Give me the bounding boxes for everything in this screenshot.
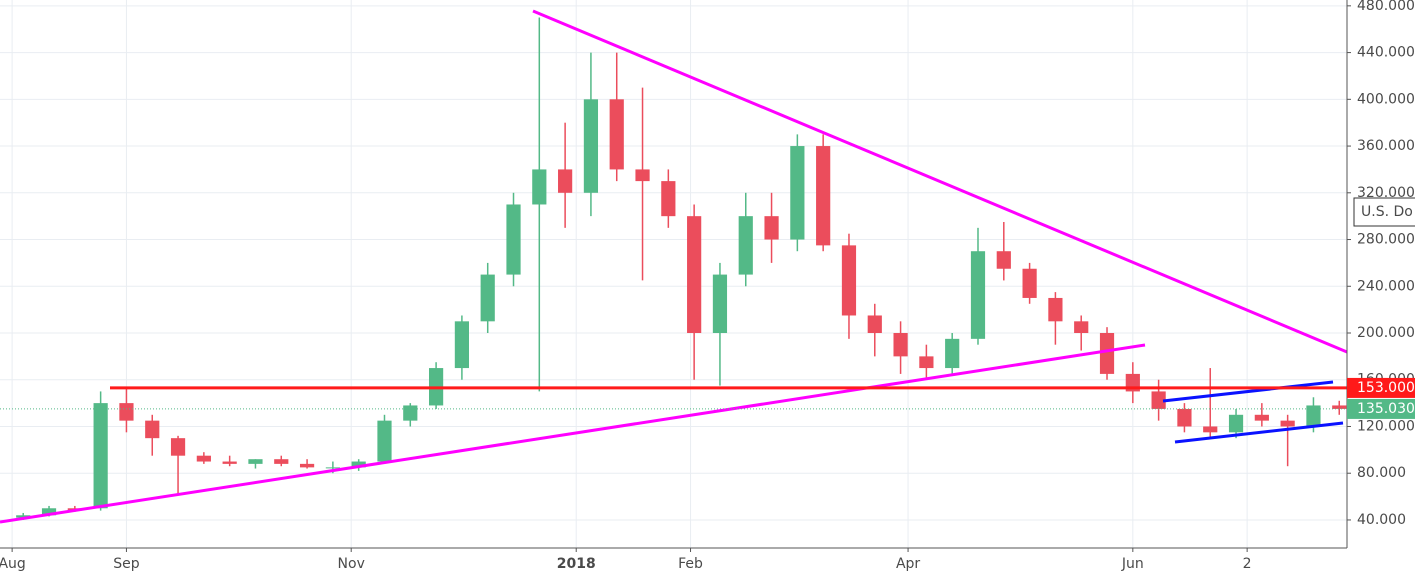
price-axis: [1347, 0, 1415, 575]
candle-body: [1332, 405, 1347, 409]
y-tick-label: 200.000: [1357, 325, 1415, 341]
candle-body: [919, 356, 934, 369]
candle-body: [1074, 321, 1089, 334]
candle-body: [454, 321, 469, 369]
price-label-box: [1347, 377, 1415, 398]
candle-body: [377, 420, 392, 462]
price-label: 135.030: [1357, 401, 1415, 417]
candle-body: [1099, 333, 1115, 374]
y-tick-label: 480.000: [1357, 0, 1415, 14]
x-tick-label: Nov: [338, 556, 365, 572]
candle-body: [687, 216, 702, 334]
trend-line: [0, 343, 1146, 524]
candle-body: [867, 315, 882, 334]
candle-body: [222, 461, 237, 464]
candle-body: [119, 403, 134, 421]
candle-body: [41, 508, 57, 516]
x-tick-label: Feb: [678, 556, 703, 572]
candle-body: [1203, 426, 1218, 433]
candle-body: [609, 99, 624, 170]
candle-body: [480, 274, 495, 322]
y-tick-label: 360.000: [1357, 138, 1415, 154]
y-tick-label: 120.000: [1357, 418, 1415, 434]
x-tick-label: Sep: [113, 556, 140, 572]
candle-body: [764, 216, 779, 240]
y-tick-label: 40.000: [1357, 512, 1406, 528]
candle-body: [996, 251, 1011, 269]
candle-body: [351, 461, 366, 468]
candle-body: [248, 459, 263, 464]
candle-body: [661, 181, 676, 217]
candle-body: [1151, 391, 1166, 409]
y-tick-label: 80.000: [1357, 465, 1406, 481]
candle-body: [635, 169, 650, 182]
candle-body: [299, 463, 315, 468]
candle-body: [532, 169, 547, 205]
y-tick-label: 240.000: [1357, 278, 1415, 294]
candle-body: [1228, 414, 1244, 433]
candle-body: [325, 467, 340, 469]
x-tick-label: Aug: [0, 556, 26, 572]
candle-body: [170, 438, 186, 456]
candle-body: [1048, 297, 1063, 322]
candle-body: [196, 455, 211, 462]
currency-box: [1353, 197, 1415, 227]
candle-body: [1306, 405, 1321, 427]
grid: [0, 0, 1347, 548]
candle-body: [506, 204, 521, 275]
candle-body: [558, 169, 573, 193]
candle-body: [841, 245, 857, 316]
candle-body: [274, 459, 289, 464]
candle-body: [893, 333, 908, 357]
candle-body: [816, 146, 831, 246]
x-tick-label: 2: [1243, 556, 1252, 572]
candle-body: [16, 515, 31, 518]
y-tick-label: 320.000: [1357, 185, 1415, 201]
candle-body: [403, 405, 418, 421]
price-lines: [0, 386, 1347, 410]
y-tick-label: 440.000: [1357, 45, 1415, 61]
y-tick-label: 400.000: [1357, 91, 1415, 107]
y-tick-label: 280.000: [1357, 232, 1415, 248]
candle-body: [583, 99, 599, 193]
candle-body: [1254, 414, 1269, 421]
candle-body: [1280, 420, 1295, 427]
channel-line: [1162, 380, 1334, 403]
candle-body: [790, 146, 805, 240]
candle-body: [970, 251, 986, 339]
candle-body: [1177, 408, 1192, 427]
x-tick-label: Jun: [1121, 556, 1144, 572]
trend-line: [532, 9, 1348, 354]
x-tick-label: Apr: [896, 556, 920, 572]
price-label: 153.000: [1357, 380, 1415, 396]
price-label-box: [1347, 398, 1415, 419]
currency-label: U.S. Do: [1361, 204, 1413, 220]
candle-body: [1022, 268, 1037, 298]
candle-body: [738, 216, 753, 275]
candle-body: [93, 403, 108, 509]
channel-line: [1174, 421, 1344, 444]
candle-body: [945, 338, 960, 369]
x-tick-label: 2018: [557, 556, 596, 572]
drawings: [0, 9, 1348, 524]
candle-body: [712, 274, 728, 334]
candle-body: [145, 420, 160, 439]
